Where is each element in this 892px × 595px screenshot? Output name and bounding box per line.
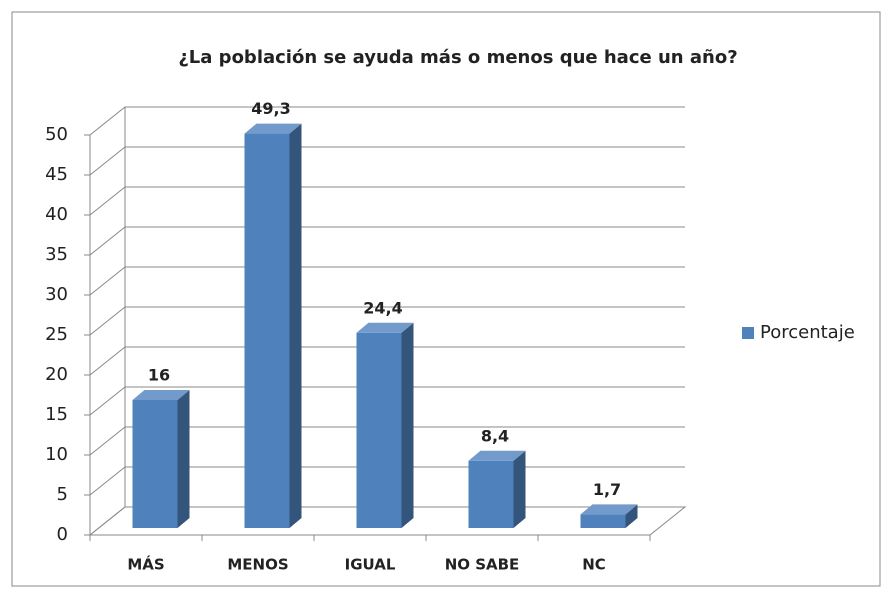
bar [132,400,178,528]
bar-side [625,504,638,528]
x-tick-label: MÁS [127,555,164,574]
grid-line [89,426,685,456]
y-tick-label: 5 [57,484,68,505]
bar-side [513,450,526,528]
bar-side [401,322,414,528]
y-tick-label: 15 [45,404,68,425]
y-tick-label: 0 [57,524,68,545]
chart-title: ¿La población se ayuda más o menos que h… [178,47,737,68]
y-tick-label: 20 [45,364,68,385]
grid-line [89,346,685,376]
bar-top [468,450,526,461]
grid-line [89,226,685,256]
legend-swatch [742,327,754,339]
grid-line [89,306,685,336]
bar-top [132,390,190,400]
y-tick-label: 30 [45,284,68,305]
grid-line [89,186,685,216]
data-label: 1,7 [593,480,621,499]
grid-line [89,266,685,296]
data-label: 49,3 [251,99,290,118]
bar-top [356,322,414,333]
grid-line [89,106,685,136]
bar [244,133,290,528]
x-tick-label: IGUAL [345,556,396,574]
y-tick-label: 50 [45,124,68,145]
x-tick-label: NC [582,556,606,574]
grid-line [89,146,685,176]
bar [468,460,514,528]
y-tick-label: 25 [45,324,68,345]
bar-side [289,123,302,528]
bar [580,514,626,528]
data-label: 16 [148,366,170,385]
grid-line [89,386,685,416]
y-tick-label: 10 [45,444,68,465]
bar-side [177,390,190,528]
y-tick-label: 35 [45,244,68,265]
y-tick-label: 45 [45,164,68,185]
x-tick-label: MENOS [227,556,288,574]
x-tick-label: NO SABE [445,556,520,574]
bar [356,332,402,528]
legend-label: Porcentaje [760,322,855,343]
data-label: 8,4 [481,426,509,445]
data-label: 24,4 [363,298,402,317]
y-tick-label: 40 [45,204,68,225]
bar-top [580,504,638,515]
bar-top [244,123,302,134]
